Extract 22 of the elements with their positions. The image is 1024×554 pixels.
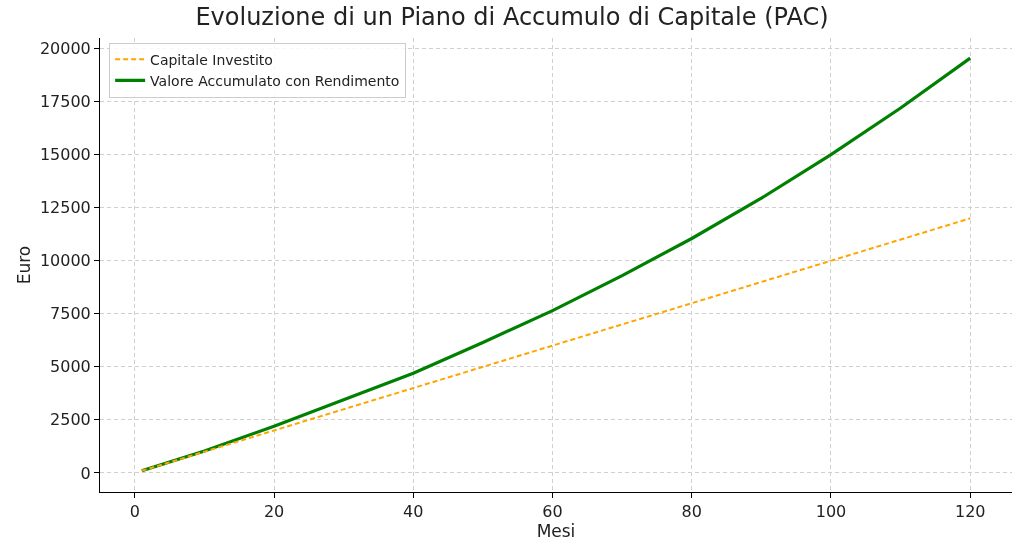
x-tick-label: 0 <box>129 502 140 522</box>
y-tick-label: 12500 <box>39 198 91 218</box>
y-tick-label: 0 <box>80 463 91 483</box>
chart-title: Evoluzione di un Piano di Accumulo di Capitale (PAC) <box>195 3 829 32</box>
x-tick-label: 120 <box>954 502 986 522</box>
y-tick-label: 5000 <box>50 357 91 377</box>
x-tick-label: 60 <box>542 502 563 522</box>
y-tick-label: 15000 <box>39 145 91 165</box>
y-tick-label: 20000 <box>39 39 91 59</box>
legend-label: Valore Accumulato con Rendimento <box>150 72 400 89</box>
x-tick-label: 40 <box>403 502 424 522</box>
y-tick-label: 2500 <box>50 410 91 430</box>
y-tick-label: 17500 <box>39 92 91 112</box>
x-tick-label: 20 <box>263 502 285 522</box>
x-tick-label: 80 <box>681 502 702 522</box>
x-axis-title: Mesi <box>536 521 576 542</box>
legend-label: Capitale Investito <box>150 51 273 68</box>
line-series <box>140 56 972 473</box>
y-tick-label: 7500 <box>50 304 91 324</box>
y-axis-title: Euro <box>14 245 35 285</box>
x-tick-label: 100 <box>815 502 847 522</box>
y-tick-label: 10000 <box>39 251 91 271</box>
